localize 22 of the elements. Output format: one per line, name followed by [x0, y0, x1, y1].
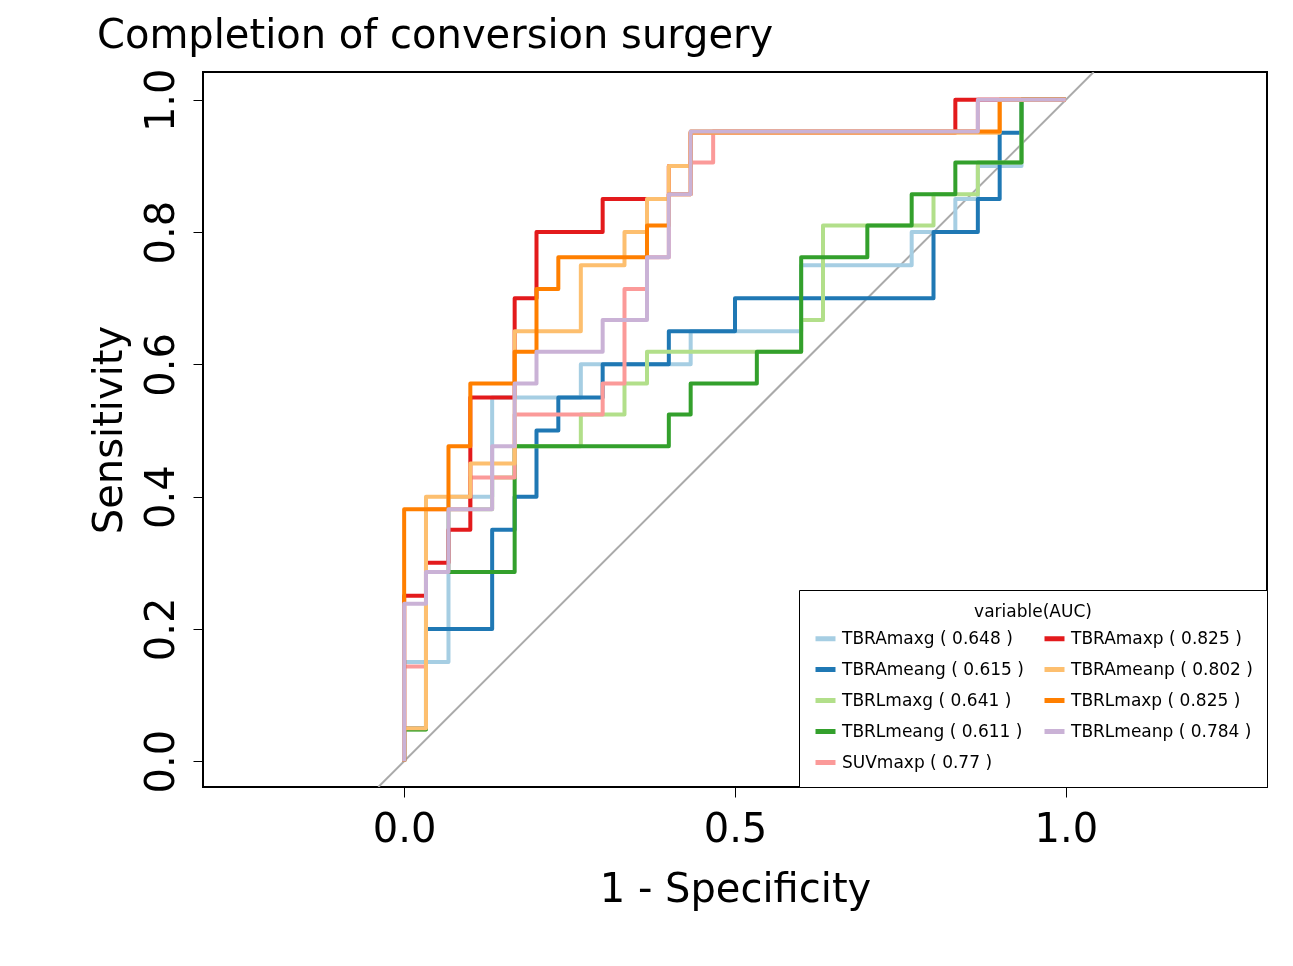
y-axis-title: Sensitivity: [84, 325, 131, 535]
legend-label: TBRLmeang ( 0.611 ): [841, 720, 1023, 741]
legend-label: TBRAmaxp ( 0.825 ): [1070, 627, 1242, 648]
y-tick-label: 0.4: [136, 465, 183, 529]
x-tick-label: 0.5: [703, 804, 768, 851]
x-tick-label: 1.0: [1034, 804, 1099, 851]
legend-label: TBRAmeanp ( 0.802 ): [1070, 658, 1253, 679]
y-tick-label: 0.2: [136, 597, 183, 662]
legend-label: TBRAmeang ( 0.615 ): [841, 658, 1024, 679]
legend-label: TBRLmeanp ( 0.784 ): [1070, 720, 1252, 741]
legend-label: TBRAmaxg ( 0.648 ): [841, 627, 1013, 648]
y-tick-label: 0.8: [136, 200, 183, 265]
x-axis-title: 1 - Specificity: [599, 864, 872, 911]
y-tick-label: 1.0: [136, 68, 183, 133]
chart-title: Completion of conversion surgery: [97, 10, 774, 57]
legend-label: TBRLmaxg ( 0.641 ): [841, 689, 1012, 710]
legend-label: TBRLmaxp ( 0.825 ): [1070, 689, 1241, 710]
legend-title: variable(AUC): [974, 601, 1092, 621]
y-tick-label: 0.0: [136, 729, 183, 794]
x-tick-label: 0.0: [372, 804, 437, 851]
legend-label: SUVmaxp ( 0.77 ): [842, 751, 993, 772]
y-tick-label: 0.6: [136, 333, 183, 397]
